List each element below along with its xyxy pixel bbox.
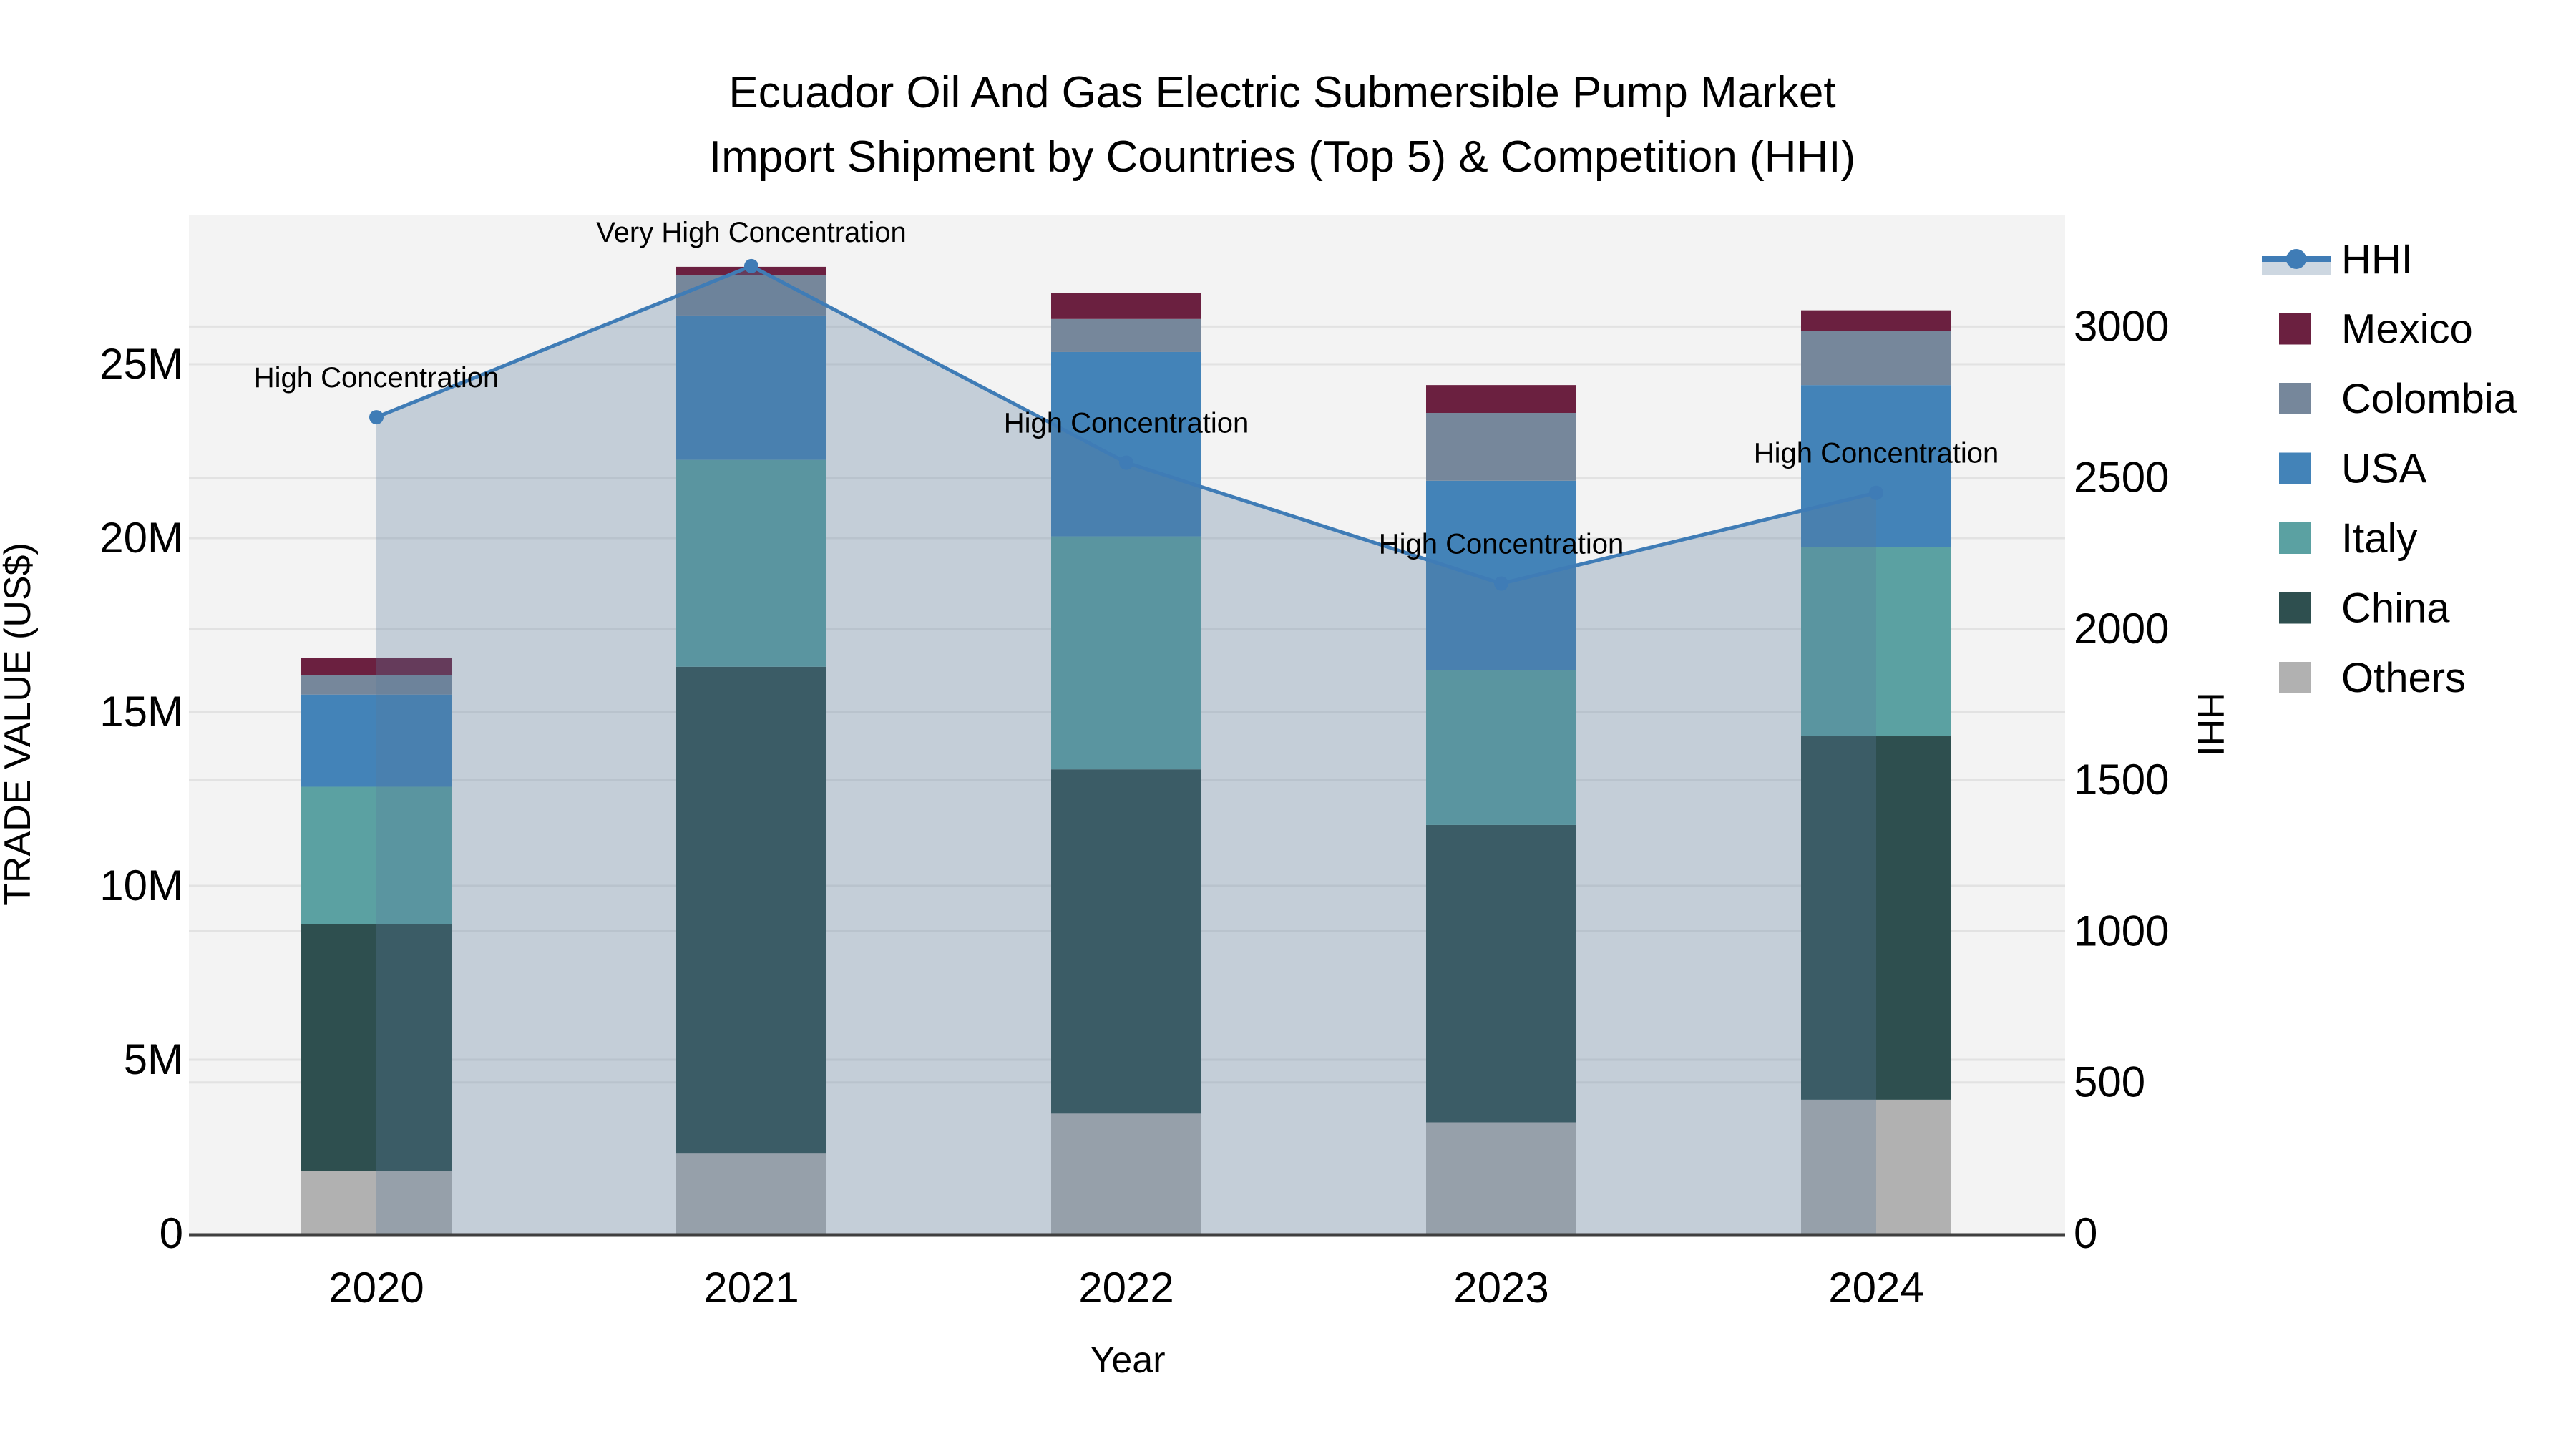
y-left-tick-0: 0 <box>160 1209 183 1257</box>
y-left-tick-20M: 20M <box>99 514 183 562</box>
legend-swatch-italy <box>2279 522 2311 554</box>
y-right-tick-2500: 2500 <box>2074 454 2169 502</box>
legend-item-others[interactable]: Others <box>2279 655 2466 701</box>
bar-segment-others-2020 <box>301 1171 452 1234</box>
bar-segment-italy-2020 <box>301 786 452 924</box>
hhi-point-2024 <box>1869 485 1883 500</box>
bar-segment-others-2022 <box>1051 1113 1201 1234</box>
y-right-tick-500: 500 <box>2074 1058 2145 1106</box>
bar-segment-italy-2021 <box>676 459 826 667</box>
bar-segment-mexico-2023 <box>1426 385 1576 414</box>
legend-swatch-usa <box>2279 452 2311 484</box>
bar-segment-mexico-2020 <box>301 658 452 675</box>
hhi-area-fill <box>376 265 1876 1234</box>
y-left-tick-10M: 10M <box>99 862 183 909</box>
bar-segment-usa-2023 <box>1426 480 1576 670</box>
annotation-2022: High Concentration <box>1004 407 1249 439</box>
legend-label-colombia: Colombia <box>2341 376 2517 422</box>
x-tick-2023: 2023 <box>1453 1264 1548 1312</box>
legend-item-italy[interactable]: Italy <box>2279 515 2417 562</box>
legend-item-usa[interactable]: USA <box>2279 446 2427 492</box>
x-axis-title: Year <box>1090 1340 1165 1381</box>
x-tick-2021: 2021 <box>703 1264 799 1312</box>
legend-swatch-others <box>2279 662 2311 693</box>
bar-segment-usa-2022 <box>1051 351 1201 537</box>
bar-segment-china-2020 <box>301 924 452 1171</box>
bar-segment-others-2024 <box>1801 1099 1951 1234</box>
y-right-tick-1000: 1000 <box>2074 907 2169 955</box>
bar-segment-colombia-2020 <box>301 675 452 695</box>
annotation-2021: Very High Concentration <box>596 217 907 248</box>
bar-segment-china-2021 <box>676 666 826 1154</box>
bar-segment-others-2021 <box>676 1153 826 1234</box>
y-left-tick-5M: 5M <box>124 1035 183 1083</box>
y-right-tick-labels: 0 500 1000 1500 2000 2500 3000 <box>2074 302 2169 1257</box>
hhi-point-2023 <box>1494 576 1508 591</box>
bar-segment-mexico-2022 <box>1051 293 1201 319</box>
stacked-bars <box>301 266 1951 1234</box>
x-tick-2024: 2024 <box>1828 1264 1923 1312</box>
legend-hhi-marker <box>2286 249 2306 269</box>
x-tick-labels: 2020 2021 2022 2023 2024 <box>328 1264 1923 1312</box>
bar-segment-china-2022 <box>1051 769 1201 1114</box>
legend-item-mexico[interactable]: Mexico <box>2279 306 2473 353</box>
legend-swatch-mexico <box>2279 313 2311 345</box>
bar-segment-italy-2023 <box>1426 670 1576 825</box>
bar-segment-mexico-2024 <box>1801 310 1951 331</box>
y-left-tick-25M: 25M <box>99 340 183 388</box>
y-left-axis-title: TRADE VALUE (US$) <box>0 542 39 906</box>
legend-item-china[interactable]: China <box>2279 585 2450 632</box>
legend-item-hhi[interactable]: HHI <box>2262 236 2413 283</box>
bar-segment-china-2023 <box>1426 824 1576 1123</box>
bar-segment-usa-2021 <box>676 315 826 460</box>
legend-label-mexico: Mexico <box>2341 306 2473 353</box>
annotation-2020: High Concentration <box>254 362 499 394</box>
y-left-tick-15M: 15M <box>99 688 183 736</box>
y-right-tick-1500: 1500 <box>2074 756 2169 804</box>
hhi-area-polygon <box>376 265 1876 1234</box>
bar-segment-italy-2024 <box>1801 547 1951 737</box>
hhi-point-2020 <box>369 410 384 425</box>
legend-label-others: Others <box>2341 655 2466 701</box>
hhi-point-2021 <box>744 258 758 273</box>
y-right-axis-title: HHI <box>2190 692 2231 756</box>
legend-label-hhi: HHI <box>2341 236 2413 283</box>
chart-title-line1: Ecuador Oil And Gas Electric Submersible… <box>728 68 1835 117</box>
legend: HHI Mexico Colombia USA Italy China Others <box>2262 236 2517 701</box>
y-right-tick-3000: 3000 <box>2074 302 2169 350</box>
bar-segment-colombia-2021 <box>676 275 826 316</box>
annotations: High Concentration Very High Concentratio… <box>254 217 1999 560</box>
legend-label-usa: USA <box>2341 446 2427 492</box>
bar-segment-colombia-2023 <box>1426 413 1576 481</box>
bar-segment-colombia-2024 <box>1801 331 1951 386</box>
hhi-point-2022 <box>1119 455 1133 470</box>
x-tick-2020: 2020 <box>328 1264 424 1312</box>
legend-swatch-colombia <box>2279 383 2311 414</box>
y-right-tick-0: 0 <box>2074 1209 2097 1257</box>
bar-segment-usa-2020 <box>301 694 452 787</box>
x-tick-2022: 2022 <box>1078 1264 1174 1312</box>
legend-label-china: China <box>2341 585 2450 632</box>
bar-segment-italy-2022 <box>1051 536 1201 770</box>
legend-swatch-china <box>2279 592 2311 624</box>
bar-segment-usa-2024 <box>1801 385 1951 547</box>
legend-item-colombia[interactable]: Colombia <box>2279 376 2517 422</box>
bar-segment-colombia-2022 <box>1051 318 1201 352</box>
hhi-line <box>369 258 1883 591</box>
annotation-2024: High Concentration <box>1754 438 1999 469</box>
chart-title-line2: Import Shipment by Countries (Top 5) & C… <box>709 132 1855 182</box>
annotation-2023: High Concentration <box>1379 529 1624 560</box>
y-right-tick-2000: 2000 <box>2074 605 2169 653</box>
bar-segment-china-2024 <box>1801 736 1951 1100</box>
legend-label-italy: Italy <box>2341 515 2417 562</box>
y-left-tick-labels: 0 5M 10M 15M 20M 25M <box>99 340 183 1257</box>
bar-segment-others-2023 <box>1426 1122 1576 1234</box>
